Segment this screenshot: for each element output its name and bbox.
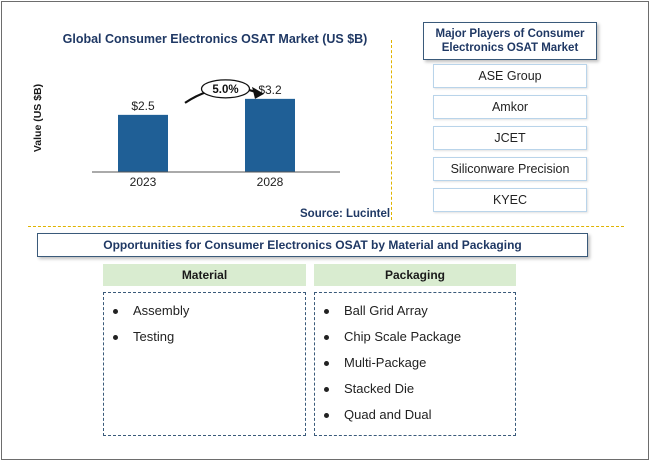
packaging-header: Packaging bbox=[314, 264, 516, 286]
bullet-icon bbox=[324, 413, 329, 418]
chart-title: Global Consumer Electronics OSAT Market … bbox=[62, 32, 368, 46]
players-title: Major Players of Consumer Electronics OS… bbox=[423, 22, 597, 60]
list-item: Chip Scale Package bbox=[344, 329, 462, 344]
data-label: $2.5 bbox=[131, 99, 155, 113]
bar bbox=[118, 114, 168, 172]
packaging-list: Ball Grid Array Chip Scale Package Multi… bbox=[314, 292, 516, 436]
x-tick-label: 2023 bbox=[130, 175, 157, 189]
bullet-icon bbox=[324, 335, 329, 340]
player-item: Amkor bbox=[433, 95, 587, 119]
material-header: Material bbox=[103, 264, 306, 286]
bullet-icon bbox=[324, 387, 329, 392]
player-item: JCET bbox=[433, 126, 587, 150]
source-label: Source: Lucintel bbox=[300, 208, 391, 220]
data-label: $3.2 bbox=[258, 83, 282, 97]
player-item: KYEC bbox=[433, 188, 587, 212]
player-item: ASE Group bbox=[433, 64, 587, 88]
bar bbox=[245, 98, 295, 172]
vertical-divider bbox=[391, 40, 392, 220]
bullet-icon bbox=[113, 309, 118, 314]
list-item: Multi-Package bbox=[344, 355, 427, 370]
list-item: Assembly bbox=[133, 303, 190, 318]
horizontal-divider bbox=[28, 226, 624, 227]
growth-label: 5.0% bbox=[212, 84, 238, 96]
list-item: Ball Grid Array bbox=[344, 303, 428, 318]
growth-badge bbox=[200, 79, 251, 99]
list-item: Quad and Dual bbox=[344, 407, 432, 422]
bullet-icon bbox=[324, 361, 329, 366]
list-item: Testing bbox=[133, 329, 175, 344]
opportunities-title: Opportunities for Consumer Electronics O… bbox=[37, 233, 588, 257]
material-list: Assembly Testing bbox=[103, 292, 306, 436]
player-item: Siliconware Precision bbox=[433, 157, 587, 181]
bullet-icon bbox=[324, 309, 329, 314]
arrow-head-icon bbox=[252, 86, 264, 99]
x-tick-label: 2028 bbox=[257, 175, 284, 189]
bullet-icon bbox=[113, 335, 118, 340]
list-item: Stacked Die bbox=[344, 381, 415, 396]
